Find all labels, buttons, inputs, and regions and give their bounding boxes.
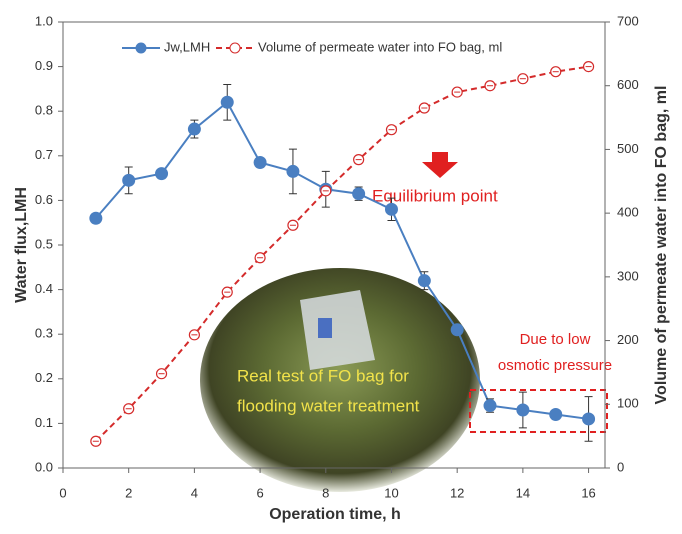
x-tick-label: 8	[322, 485, 329, 500]
point	[286, 164, 300, 178]
x-tick-label: 2	[125, 485, 132, 500]
y2-tick-label: 400	[617, 205, 639, 220]
annotation: Equilibrium point	[372, 186, 498, 205]
point	[155, 167, 169, 181]
photo	[200, 268, 480, 492]
legend-label: Volume of permeate water into FO bag, ml	[258, 39, 502, 54]
series-line	[95, 65, 589, 442]
annotation: Due to low	[520, 331, 591, 348]
y2-tick-label: 0	[617, 459, 624, 474]
y-tick-label: 0.1	[35, 415, 53, 430]
annotation: flooding water treatment	[237, 396, 420, 415]
point	[122, 173, 136, 187]
x-axis-title: Operation time, h	[269, 506, 401, 523]
x-tick-label: 6	[256, 485, 263, 500]
y2-tick-label: 200	[617, 332, 639, 347]
y2-tick-label: 100	[617, 396, 639, 411]
point	[187, 122, 201, 136]
x-tick-label: 12	[450, 485, 464, 500]
point	[384, 202, 398, 216]
bag-cap	[318, 318, 332, 338]
x-tick-label: 14	[516, 485, 530, 500]
point	[352, 187, 366, 201]
point	[483, 399, 497, 413]
y2-tick-label: 700	[617, 13, 639, 28]
y-tick-label: 0.9	[35, 58, 53, 73]
y-tick-label: 0.4	[35, 281, 53, 296]
legend-marker	[135, 42, 147, 54]
point	[89, 211, 103, 225]
x-tick-label: 4	[191, 485, 198, 500]
y-axis-title: Water flux,LMH	[13, 187, 30, 303]
legend-marker	[229, 42, 241, 54]
y-tick-label: 0.5	[35, 236, 53, 251]
y-tick-label: 0.3	[35, 326, 53, 341]
y-tick-label: 0.0	[35, 459, 53, 474]
fo-bag	[300, 290, 375, 370]
point	[516, 403, 530, 417]
annotation: Real test of FO bag for	[237, 366, 409, 385]
point	[549, 407, 563, 421]
arrow	[422, 152, 458, 178]
point	[220, 95, 234, 109]
x-tick-label: 16	[581, 485, 595, 500]
y-tick-label: 0.6	[35, 192, 53, 207]
x-tick-label: 10	[384, 485, 398, 500]
series-line	[95, 100, 589, 420]
y-tick-label: 0.8	[35, 103, 53, 118]
point	[253, 155, 267, 169]
legend-label: Jw,LMH	[164, 39, 210, 54]
y-tick-label: 0.7	[35, 147, 53, 162]
y2-tick-label: 500	[617, 141, 639, 156]
point	[450, 323, 464, 337]
annotation: osmotic pressure	[498, 357, 612, 374]
x-tick-label: 0	[59, 485, 66, 500]
y-tick-label: 1.0	[35, 13, 53, 28]
y2-tick-label: 300	[617, 268, 639, 283]
y2-axis-title: Volume of permeate water into FO bag, ml	[653, 86, 670, 405]
point	[417, 274, 431, 288]
y-tick-label: 0.2	[35, 370, 53, 385]
y2-tick-label: 600	[617, 77, 639, 92]
point	[582, 412, 596, 426]
